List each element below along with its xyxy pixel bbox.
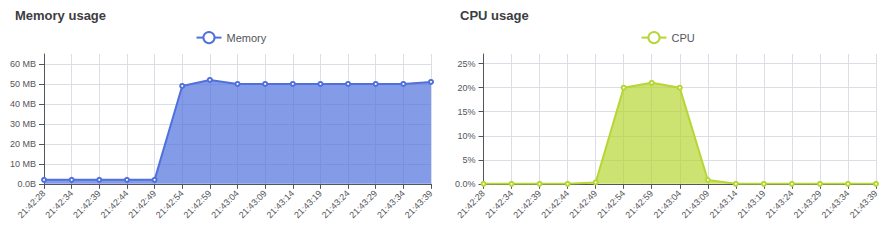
svg-text:21:42:44: 21:42:44	[99, 188, 131, 220]
svg-text:15%: 15%	[457, 107, 475, 117]
svg-text:21:43:34: 21:43:34	[375, 188, 407, 220]
svg-text:21:43:14: 21:43:14	[265, 188, 297, 220]
svg-text:21:43:24: 21:43:24	[320, 188, 352, 220]
svg-text:21:43:29: 21:43:29	[792, 188, 824, 220]
svg-text:21:42:59: 21:42:59	[623, 188, 655, 220]
svg-text:21:42:34: 21:42:34	[43, 188, 75, 220]
svg-text:21:42:34: 21:42:34	[483, 188, 515, 220]
svg-text:20 MB: 20 MB	[10, 139, 36, 149]
svg-text:CPU: CPU	[672, 32, 695, 44]
svg-text:21:42:54: 21:42:54	[154, 188, 186, 220]
svg-text:21:43:14: 21:43:14	[708, 188, 740, 220]
svg-text:21:42:28: 21:42:28	[16, 188, 48, 220]
svg-text:21:42:44: 21:42:44	[539, 188, 571, 220]
svg-text:21:42:39: 21:42:39	[511, 188, 543, 220]
svg-text:21:43:39: 21:43:39	[403, 188, 435, 220]
svg-text:21:43:19: 21:43:19	[736, 188, 768, 220]
svg-text:Memory: Memory	[227, 32, 267, 44]
svg-text:21:42:49: 21:42:49	[567, 188, 599, 220]
svg-text:21:42:28: 21:42:28	[455, 188, 487, 220]
svg-text:0.0%: 0.0%	[455, 179, 476, 189]
svg-text:21:43:04: 21:43:04	[651, 188, 683, 220]
svg-text:21:43:09: 21:43:09	[680, 188, 712, 220]
svg-text:25%: 25%	[457, 59, 475, 69]
svg-text:50 MB: 50 MB	[10, 79, 36, 89]
svg-text:0.0B: 0.0B	[17, 179, 36, 189]
svg-text:20%: 20%	[457, 83, 475, 93]
svg-text:21:42:54: 21:42:54	[595, 188, 627, 220]
svg-text:21:43:34: 21:43:34	[820, 188, 852, 220]
svg-text:21:42:39: 21:42:39	[71, 188, 103, 220]
svg-text:21:43:04: 21:43:04	[209, 188, 241, 220]
svg-text:21:43:24: 21:43:24	[764, 188, 796, 220]
svg-text:30 MB: 30 MB	[10, 119, 36, 129]
svg-text:5%: 5%	[462, 155, 475, 165]
svg-text:21:43:29: 21:43:29	[347, 188, 379, 220]
svg-text:10 MB: 10 MB	[10, 159, 36, 169]
svg-text:21:43:19: 21:43:19	[292, 188, 324, 220]
svg-text:21:43:39: 21:43:39	[848, 188, 880, 220]
svg-text:CPU usage: CPU usage	[460, 8, 529, 23]
svg-text:10%: 10%	[457, 131, 475, 141]
svg-text:Memory usage: Memory usage	[15, 8, 106, 23]
svg-text:40 MB: 40 MB	[10, 99, 36, 109]
svg-text:60 MB: 60 MB	[10, 59, 36, 69]
svg-text:21:43:09: 21:43:09	[237, 188, 269, 220]
svg-text:21:42:49: 21:42:49	[126, 188, 158, 220]
svg-text:21:42:59: 21:42:59	[182, 188, 214, 220]
